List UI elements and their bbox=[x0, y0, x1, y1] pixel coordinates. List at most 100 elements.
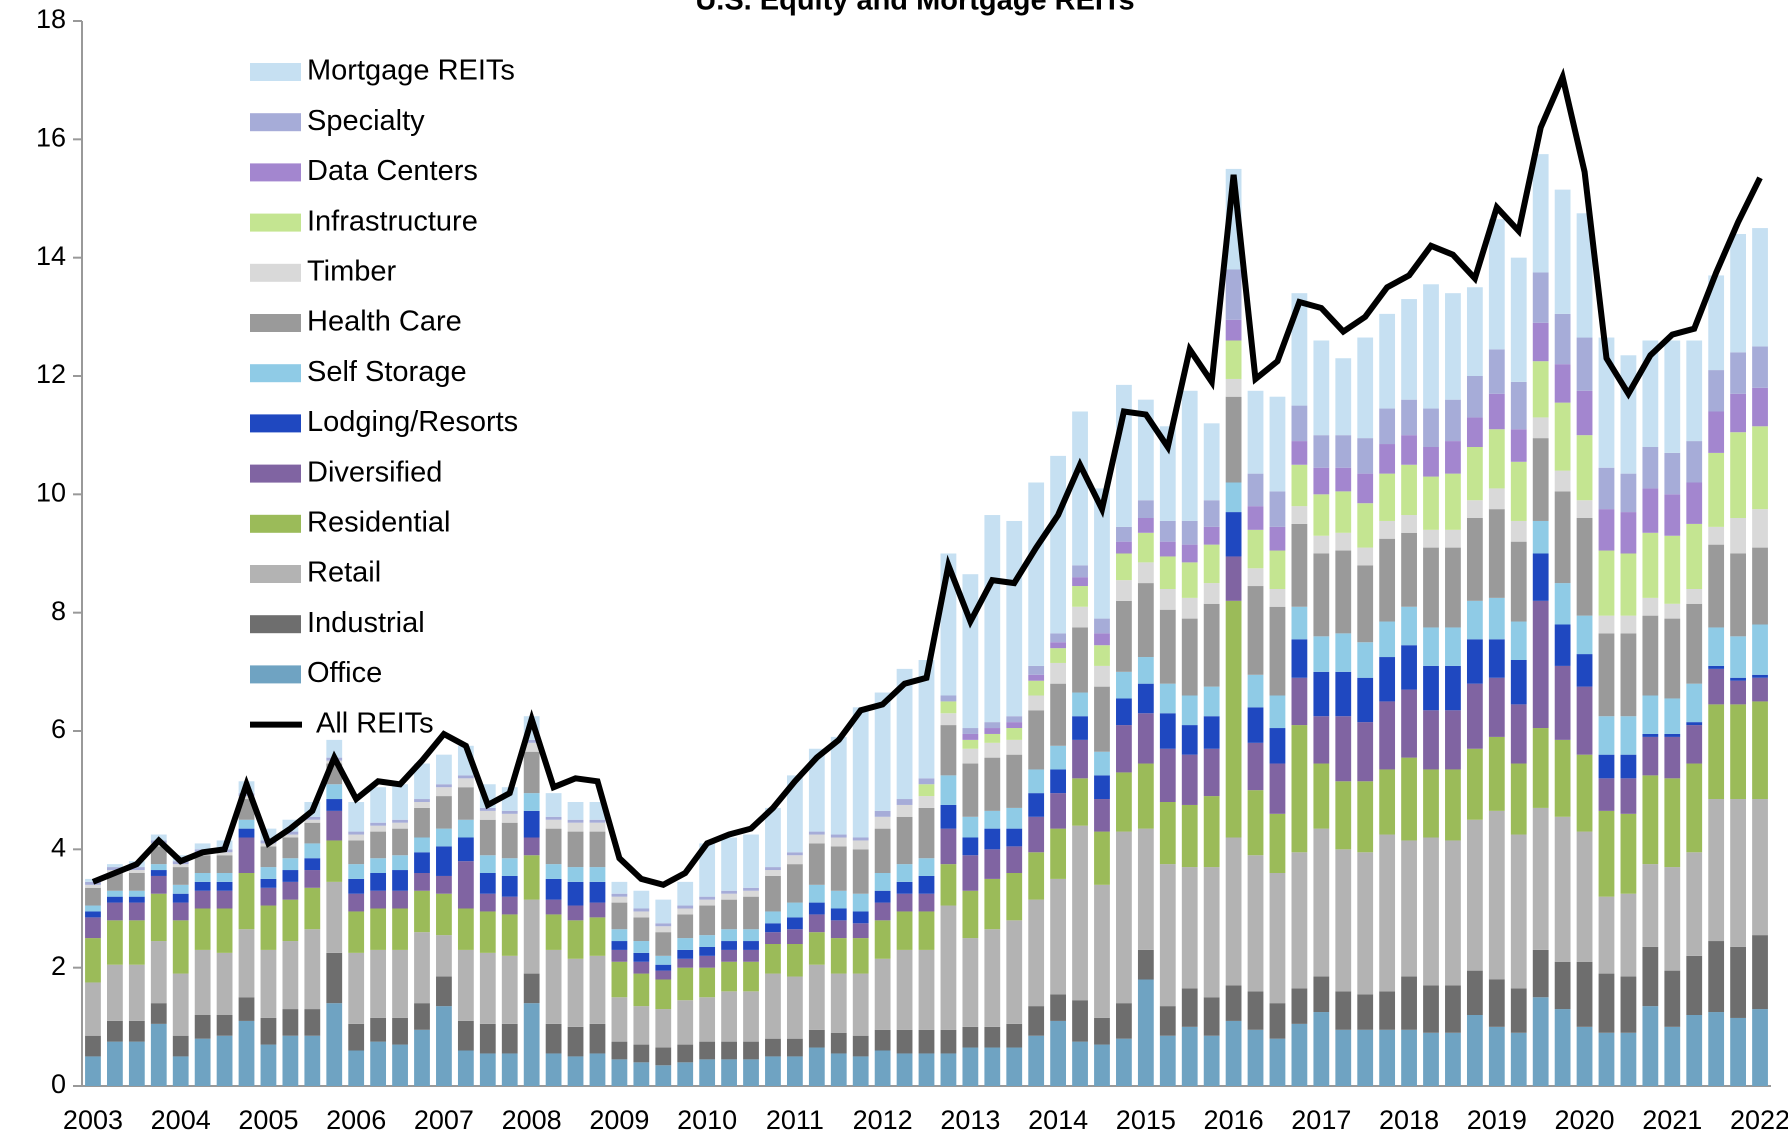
bar-segment bbox=[1488, 979, 1505, 1027]
bar-segment bbox=[1313, 553, 1330, 637]
bar-segment bbox=[633, 973, 650, 1007]
bar-segment bbox=[523, 739, 540, 743]
bar-segment bbox=[786, 855, 803, 865]
bar-segment bbox=[523, 837, 540, 856]
bar-segment bbox=[260, 887, 277, 906]
bar-segment bbox=[85, 905, 101, 912]
bar-segment bbox=[918, 875, 935, 894]
bar-segment bbox=[436, 893, 452, 936]
bar-segment bbox=[874, 920, 891, 959]
bar-segment bbox=[677, 1000, 694, 1045]
y-tick-label: 0 bbox=[51, 1069, 66, 1099]
bar-segment bbox=[1576, 390, 1593, 436]
y-tick-label: 16 bbox=[36, 122, 66, 152]
bar-segment bbox=[940, 695, 957, 702]
bar-segment bbox=[1686, 852, 1703, 956]
bar-segment bbox=[721, 949, 737, 962]
bar-segment bbox=[1203, 796, 1220, 868]
bar-segment bbox=[1072, 1041, 1088, 1086]
bar-segment bbox=[852, 923, 869, 939]
bar-segment bbox=[1576, 213, 1593, 338]
bar-segment bbox=[962, 733, 979, 740]
bar-segment bbox=[1335, 633, 1352, 672]
bar-segment bbox=[1510, 381, 1527, 430]
bar-segment bbox=[918, 778, 935, 785]
bar-segment bbox=[786, 944, 803, 977]
bar-segment bbox=[1379, 701, 1396, 770]
bar-segment bbox=[1028, 482, 1045, 666]
bar-segment bbox=[567, 881, 584, 906]
bar-segment bbox=[589, 867, 606, 882]
bar-segment bbox=[677, 958, 694, 968]
bar-segment bbox=[1642, 1006, 1659, 1086]
legend-label: Lodging/Resorts bbox=[307, 406, 518, 438]
bar-segment bbox=[1664, 970, 1681, 1027]
bar-segment bbox=[1225, 396, 1242, 483]
bar-segment bbox=[874, 828, 891, 873]
bar-segment bbox=[479, 810, 496, 820]
bar-segment bbox=[523, 742, 540, 752]
bar-segment bbox=[765, 870, 781, 876]
bar-segment bbox=[1488, 639, 1505, 678]
bar-segment bbox=[1488, 429, 1505, 489]
bar-segment bbox=[1028, 680, 1045, 696]
legend-swatch bbox=[250, 364, 301, 383]
bar-segment bbox=[479, 855, 496, 873]
bar-segment bbox=[107, 920, 123, 965]
bar-segment bbox=[567, 1056, 584, 1086]
bar-segment bbox=[1664, 494, 1681, 536]
bar-segment bbox=[1401, 689, 1417, 758]
bar-segment bbox=[1247, 855, 1264, 992]
bar-segment bbox=[1752, 701, 1768, 800]
y-tick-label: 10 bbox=[36, 477, 66, 507]
bar-segment bbox=[1379, 621, 1396, 658]
bar-segment bbox=[830, 846, 847, 891]
bar-segment bbox=[677, 949, 694, 959]
bar-segment bbox=[1466, 287, 1483, 376]
bar-segment bbox=[85, 1035, 101, 1057]
bar-segment bbox=[874, 810, 891, 817]
bar-segment bbox=[1488, 597, 1505, 640]
bar-segment bbox=[1445, 529, 1461, 548]
bar-segment bbox=[1291, 523, 1308, 607]
bar-segment bbox=[457, 908, 474, 950]
bar-segment bbox=[743, 887, 759, 891]
bar-segment bbox=[1335, 532, 1352, 551]
bar-segment bbox=[962, 855, 979, 891]
bar-segment bbox=[172, 864, 189, 868]
bar-segment bbox=[1598, 896, 1615, 974]
bar-segment bbox=[370, 1041, 387, 1086]
bar-segment bbox=[1686, 523, 1703, 589]
bar-segment bbox=[479, 1023, 496, 1054]
bar-segment bbox=[1050, 1020, 1067, 1086]
bar-segment bbox=[1686, 763, 1703, 853]
bar-segment bbox=[589, 822, 606, 832]
bar-segment bbox=[984, 828, 1001, 850]
bar-segment bbox=[523, 973, 540, 1004]
bar-segment bbox=[611, 949, 628, 962]
bar-segment bbox=[896, 799, 913, 805]
bar-segment bbox=[1247, 586, 1264, 675]
bar-segment bbox=[1510, 621, 1527, 660]
x-tick-label: 2012 bbox=[853, 1105, 913, 1135]
bar-segment bbox=[743, 929, 759, 942]
bar-segment bbox=[984, 810, 1001, 829]
bar-segment bbox=[1313, 828, 1330, 977]
bar-segment bbox=[1642, 488, 1659, 533]
bar-segment bbox=[1247, 473, 1264, 507]
bar-segment bbox=[1006, 722, 1023, 729]
bar-segment bbox=[1752, 674, 1768, 678]
bar-segment bbox=[1664, 452, 1681, 495]
bar-segment bbox=[721, 893, 737, 900]
bar-segment bbox=[1423, 476, 1439, 530]
bar-segment bbox=[238, 1020, 255, 1086]
bar-segment bbox=[392, 819, 408, 823]
bar-segment bbox=[1094, 686, 1110, 752]
bar-segment bbox=[1379, 473, 1396, 521]
bar-segment bbox=[1401, 840, 1417, 977]
bar-segment bbox=[150, 1023, 167, 1086]
bar-segment bbox=[1445, 769, 1461, 841]
bar-segment bbox=[194, 908, 211, 950]
bar-segment bbox=[479, 819, 496, 856]
bar-segment bbox=[1488, 677, 1505, 737]
